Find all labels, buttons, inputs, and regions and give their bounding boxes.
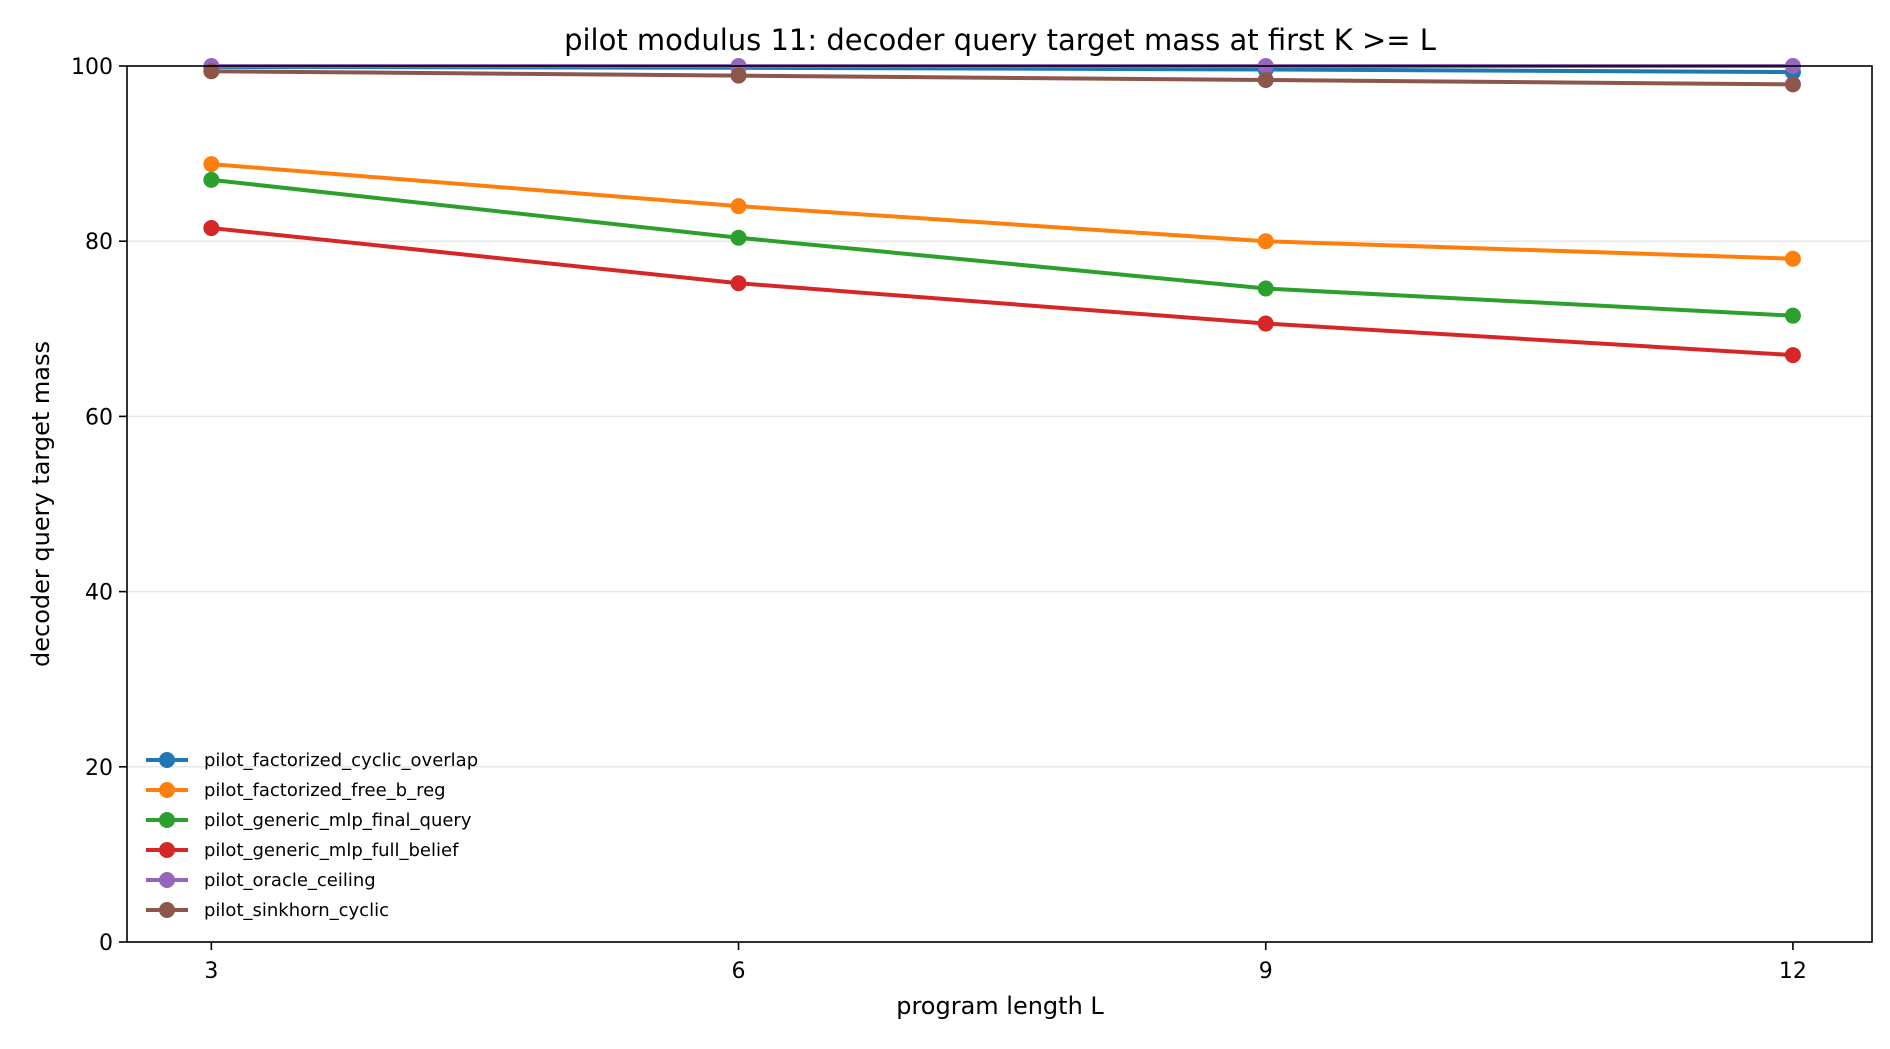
- series-pilot_generic_mlp_final_query: [203, 171, 1801, 324]
- series-line: [209, 177, 1795, 318]
- data-point: [1257, 233, 1274, 250]
- chart-title: pilot modulus 11: decoder query target m…: [564, 23, 1436, 57]
- data-point: [1784, 347, 1801, 364]
- data-point: [1257, 280, 1274, 297]
- data-point: [730, 275, 747, 292]
- series-pilot_factorized_free_b_reg: [203, 156, 1801, 267]
- data-point: [203, 220, 220, 237]
- x-tick-label: 12: [1779, 959, 1807, 984]
- y-tick-label: 60: [85, 405, 113, 430]
- x-tick-label: 6: [732, 959, 746, 984]
- data-point: [730, 67, 747, 84]
- chart-legend: pilot_factorized_cyclic_overlap pilot_fac…: [146, 750, 478, 921]
- legend-item: pilot_oracle_ceiling: [146, 870, 376, 891]
- legend-label: pilot_oracle_ceiling: [204, 870, 376, 891]
- x-tick-label: 3: [204, 959, 218, 984]
- legend-label: pilot_generic_mlp_final_query: [204, 810, 472, 831]
- legend-marker: [159, 842, 175, 858]
- x-tick-label: 9: [1259, 959, 1273, 984]
- data-point: [1784, 76, 1801, 93]
- legend-marker: [159, 752, 175, 768]
- legend-item: pilot_generic_mlp_final_query: [146, 810, 472, 831]
- y-tick-label: 40: [85, 581, 113, 606]
- series-pilot_generic_mlp_full_belief: [203, 220, 1801, 364]
- legend-marker: [159, 782, 175, 798]
- data-point: [203, 171, 220, 188]
- y-tick-label: 100: [71, 55, 113, 80]
- y-tick-label: 80: [85, 230, 113, 255]
- legend-marker: [159, 872, 175, 888]
- legend-item: pilot_sinkhorn_cyclic: [146, 900, 389, 921]
- series-pilot_sinkhorn_cyclic: [203, 63, 1801, 93]
- y-tick-label: 0: [99, 931, 113, 956]
- data-point: [730, 229, 747, 246]
- data-point: [203, 63, 220, 80]
- legend-marker: [159, 902, 175, 918]
- series-layer: [203, 58, 1801, 364]
- y-axis: 0 20 40 60 80 100: [71, 55, 127, 956]
- x-axis-label: program length L: [896, 992, 1104, 1020]
- legend-label: pilot_sinkhorn_cyclic: [204, 900, 389, 921]
- data-point: [1784, 307, 1801, 324]
- legend-label: pilot_factorized_cyclic_overlap: [204, 750, 478, 771]
- series-line: [209, 226, 1795, 358]
- legend-label: pilot_generic_mlp_full_belief: [204, 840, 459, 861]
- legend-label: pilot_factorized_free_b_reg: [204, 780, 446, 801]
- data-point: [1784, 250, 1801, 267]
- data-point: [730, 198, 747, 215]
- data-point: [1257, 72, 1274, 89]
- legend-item: pilot_factorized_cyclic_overlap: [146, 750, 478, 771]
- y-axis-label: decoder query target mass: [27, 341, 55, 667]
- data-point: [1257, 315, 1274, 332]
- legend-item: pilot_factorized_free_b_reg: [146, 780, 446, 801]
- legend-marker: [159, 812, 175, 828]
- series-line: [209, 69, 1795, 87]
- x-axis: 3 6 9 12: [204, 942, 1807, 984]
- y-tick-label: 20: [85, 756, 113, 781]
- data-point: [203, 156, 220, 173]
- plot-area-frame: [126, 65, 1873, 943]
- series-line: [209, 162, 1795, 261]
- legend-item: pilot_generic_mlp_full_belief: [146, 840, 459, 861]
